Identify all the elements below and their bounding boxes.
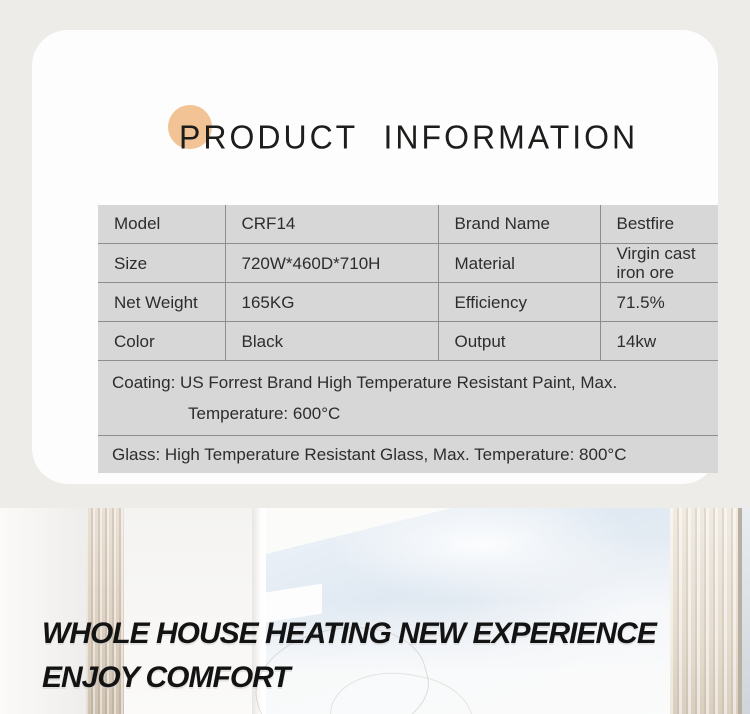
glass-note-cell: Glass: High Temperature Resistant Glass,… bbox=[97, 435, 719, 474]
spec-value: Black bbox=[224, 321, 439, 362]
spec-row-coating-note: Coating: US Forrest Brand High Temperatu… bbox=[97, 360, 719, 437]
photo-left-window-frame bbox=[86, 508, 124, 714]
spec-label: Size bbox=[97, 242, 226, 284]
hero-headline-line1: WHOLE HOUSE HEATING NEW EXPERIENCE bbox=[42, 617, 657, 650]
product-info-card: PRODUCT INFORMATION Model CRF14 Brand Na… bbox=[32, 30, 719, 484]
page-title: PRODUCT INFORMATION bbox=[179, 117, 639, 156]
coating-note-cell: Coating: US Forrest Brand High Temperatu… bbox=[97, 360, 719, 437]
spec-table: Model CRF14 Brand Name Bestfire Size 720… bbox=[97, 204, 719, 474]
spec-label: Model bbox=[97, 204, 226, 244]
photo-right-window-frame bbox=[670, 508, 738, 714]
accent-circle-decoration bbox=[168, 105, 212, 149]
photo-mid-wall bbox=[124, 508, 256, 714]
hero-headline-line2: ENJOY COMFORT bbox=[42, 661, 291, 694]
photo-sky-through-window bbox=[266, 508, 750, 714]
spec-row-color: Color Black Output 14kw bbox=[97, 321, 719, 362]
spec-value: CRF14 bbox=[224, 204, 439, 244]
coating-note-line1: Coating: US Forrest Brand High Temperatu… bbox=[112, 373, 618, 393]
spec-label: Color bbox=[97, 321, 226, 362]
photo-left-wall bbox=[0, 508, 88, 714]
spec-value: Bestfire bbox=[599, 204, 719, 244]
spec-label: Brand Name bbox=[437, 204, 601, 244]
coating-note-line2: Temperature: 600°C bbox=[188, 404, 341, 424]
spec-value: 165KG bbox=[224, 282, 439, 323]
spec-row-net-weight: Net Weight 165KG Efficiency 71.5% bbox=[97, 282, 719, 323]
photo-right-sky-sliver bbox=[742, 508, 750, 714]
photo-window-frame-sliver bbox=[252, 508, 268, 714]
spec-value: 71.5% bbox=[599, 282, 719, 323]
spec-value: 14kw bbox=[599, 321, 719, 362]
hero-headline: WHOLE HOUSE HEATING NEW EXPERIENCE ENJOY… bbox=[42, 612, 657, 700]
spec-label: Material bbox=[437, 242, 601, 284]
spec-label: Efficiency bbox=[437, 282, 601, 323]
photo-right-frame-edge bbox=[738, 508, 742, 714]
spec-row-size: Size 720W*460D*710H Material Virgin cast… bbox=[97, 242, 719, 284]
spec-label: Output bbox=[437, 321, 601, 362]
interior-photo: WHOLE HOUSE HEATING NEW EXPERIENCE ENJOY… bbox=[0, 508, 750, 714]
spec-value: 720W*460D*710H bbox=[224, 242, 439, 284]
spec-value: Virgin cast iron ore bbox=[599, 242, 719, 284]
spec-row-glass-note: Glass: High Temperature Resistant Glass,… bbox=[97, 435, 719, 474]
spec-label: Net Weight bbox=[97, 282, 226, 323]
spec-row-model: Model CRF14 Brand Name Bestfire bbox=[97, 204, 719, 244]
